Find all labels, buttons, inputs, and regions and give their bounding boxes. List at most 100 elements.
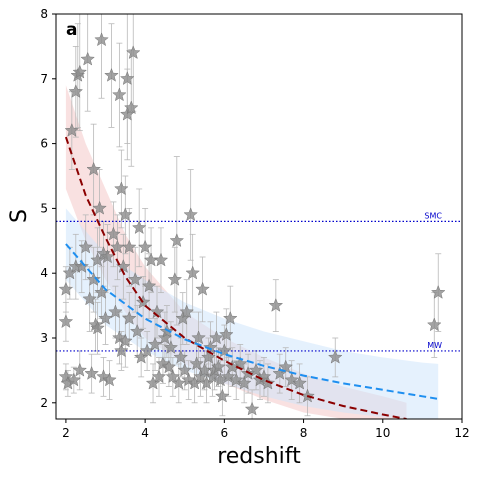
data-point	[173, 349, 189, 364]
y-tick-label: 3	[40, 331, 48, 345]
y-tick-label: 5	[40, 201, 48, 215]
data-point	[248, 362, 264, 377]
data-point	[260, 375, 276, 390]
data-point	[121, 239, 137, 254]
data-point	[90, 320, 105, 335]
data-point	[96, 369, 111, 384]
data-point	[215, 388, 230, 403]
data-point	[163, 339, 179, 354]
data-point	[228, 372, 244, 387]
data-point	[232, 356, 248, 371]
y-tick-label: 4	[40, 266, 48, 280]
y-tick-label: 7	[40, 72, 48, 86]
data-point	[94, 32, 109, 47]
data-point	[147, 336, 163, 351]
data-point	[201, 349, 216, 364]
data-point	[217, 343, 232, 358]
data-point	[219, 327, 234, 341]
data-point	[78, 239, 94, 254]
data-point	[127, 271, 143, 286]
data-point	[145, 375, 161, 390]
data-point	[114, 181, 129, 196]
data-point	[141, 278, 157, 293]
data-point	[222, 310, 238, 325]
y-tick-label: 2	[40, 396, 48, 410]
data-point	[58, 314, 74, 329]
data-point	[92, 200, 107, 215]
data-point	[82, 291, 97, 306]
data-point	[191, 330, 206, 345]
reference-label-mw: MW	[427, 341, 442, 350]
plot-frame	[55, 13, 463, 420]
data-point	[66, 372, 82, 387]
y-axis-label: S	[7, 209, 32, 223]
data-point	[106, 226, 121, 241]
data-point	[256, 369, 272, 384]
data-point	[112, 87, 127, 102]
data-point	[123, 100, 139, 115]
data-point	[189, 356, 204, 371]
data-point	[112, 330, 127, 345]
data-point	[72, 362, 88, 377]
data-point	[108, 304, 123, 319]
data-point	[133, 349, 149, 364]
data-point	[72, 64, 88, 79]
data-point	[185, 265, 200, 280]
data-point	[86, 271, 101, 286]
data-point	[98, 310, 113, 325]
data-point	[268, 297, 284, 312]
data-point	[68, 84, 84, 98]
x-axis-label: redshift	[217, 444, 301, 469]
data-point	[179, 304, 195, 319]
data-point	[119, 71, 135, 86]
data-point	[74, 258, 90, 273]
data-point	[220, 369, 236, 384]
data-point	[183, 207, 198, 222]
data-point	[151, 369, 167, 384]
data-point	[167, 271, 183, 286]
data-point	[195, 281, 210, 296]
data-point	[284, 372, 299, 387]
reference-label-smc: SMC	[424, 211, 442, 220]
data-point	[121, 310, 137, 325]
fit-band-1	[65, 208, 439, 419]
data-point	[104, 67, 119, 82]
data-point	[114, 343, 129, 358]
x-tick-label: 12	[454, 426, 469, 440]
y-axis-ticks: 2 3 4 5 6 7 8	[40, 7, 56, 410]
data-point	[430, 284, 446, 299]
data-point	[203, 339, 218, 354]
fit-curve-1	[65, 243, 439, 400]
data-point	[129, 323, 145, 338]
x-axis-ticks: 2 4 6 8 10 12	[62, 419, 470, 440]
data-point	[80, 51, 95, 66]
data-point	[155, 356, 171, 371]
data-point	[58, 281, 74, 296]
data-point	[327, 349, 343, 364]
data-point	[161, 359, 177, 374]
x-tick-label: 6	[221, 426, 229, 440]
fit-curves	[64, 136, 439, 419]
data-point	[58, 369, 74, 384]
data-point	[244, 401, 260, 416]
data-point	[86, 161, 101, 176]
y-tick-label: 8	[40, 7, 48, 21]
data-point	[165, 369, 181, 384]
data-points	[58, 32, 446, 416]
data-point	[169, 233, 185, 248]
data-point	[62, 265, 78, 280]
data-point	[84, 365, 99, 380]
data-point	[177, 362, 193, 377]
data-point	[64, 122, 80, 137]
data-point	[131, 220, 147, 235]
x-tick-label: 4	[141, 426, 149, 440]
data-point	[153, 252, 169, 267]
fit-curve-0	[64, 136, 407, 419]
data-point	[426, 317, 442, 332]
data-point	[236, 375, 252, 390]
data-point	[292, 375, 307, 390]
data-point	[118, 207, 133, 222]
data-point	[125, 45, 141, 60]
confidence-bands	[65, 85, 439, 419]
